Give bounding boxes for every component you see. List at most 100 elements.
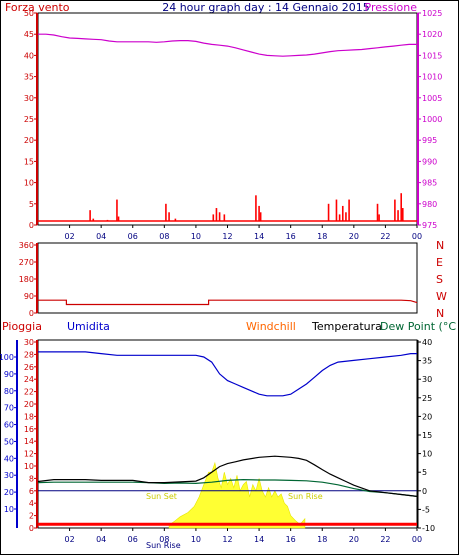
tick-label: 5 (29, 200, 34, 209)
tick-label: 1000 (422, 115, 442, 124)
compass-label: S (436, 273, 443, 286)
x-tick-label: 10 (191, 232, 201, 241)
tick-label: 70 (4, 404, 14, 413)
tick-label: 30 (4, 471, 14, 480)
compass-label: N (436, 307, 444, 320)
annotation-sun-rise-axis: Sun Rise (146, 541, 181, 550)
panel-temp-humidity-rain: Pioggia Umidita Windchill Temperatura De… (0, 320, 456, 550)
tick-label: 990 (422, 157, 437, 166)
tick-label: 20 (4, 488, 14, 497)
tick-label: 25 (422, 394, 432, 403)
pressure-line (38, 33, 417, 57)
x-tick-label: 08 (159, 232, 169, 241)
pressure-label: Pressione (365, 1, 418, 14)
tick-label: 35 (422, 357, 432, 366)
wind-direction-line (38, 299, 418, 306)
windchill-label: Windchill (246, 320, 296, 333)
x-tick-label: 16 (286, 232, 296, 241)
tick-label: 24 (24, 375, 34, 384)
tick-label: 6 (29, 487, 34, 496)
tick-label: 80 (4, 387, 14, 396)
tick-label: 0 (29, 309, 34, 318)
tick-label: 0 (29, 524, 34, 533)
x-tick-label: 08 (159, 535, 169, 544)
tick-label: 20 (24, 400, 34, 409)
temperature-line (37, 455, 418, 497)
temperature-label: Temperatura (311, 320, 382, 333)
tick-label: 1005 (422, 94, 442, 103)
tick-label: 15 (422, 431, 432, 440)
tick-label: 1025 (422, 9, 442, 18)
x-tick-label: 20 (349, 232, 359, 241)
tick-label: 10 (4, 505, 14, 514)
dew-point-line (37, 478, 418, 497)
rain-label: Pioggia (2, 320, 42, 333)
tick-label: 180 (19, 275, 34, 284)
tick-label: 10 (24, 462, 34, 471)
tick-label: 15 (24, 157, 34, 166)
annotation-sun-set: Sun Set (146, 492, 177, 501)
tick-label: 16 (24, 425, 34, 434)
tick-label: 995 (422, 136, 437, 145)
temp-ticks: -10 -5 0 5 10 15 20 25 30 35 40 (418, 338, 435, 533)
annotation-sun-rise: Sun Rise (288, 492, 323, 501)
x-tick-label: 02 (64, 535, 74, 544)
tick-label: 270 (19, 258, 34, 267)
x-tick-label: 18 (317, 535, 327, 544)
page-title: 24 hour graph day : 14 Gennaio 2015 (162, 1, 370, 14)
x-tick-label: 00 (412, 535, 422, 544)
tick-label: 0 (29, 221, 34, 230)
tick-label: 30 (24, 338, 34, 347)
left-ticks-1: 0 5 10 15 20 25 30 35 40 45 50 (24, 9, 37, 230)
tick-label: 28 (24, 350, 34, 359)
wind-speed-label: Forza vento (5, 1, 70, 14)
tick-label: -10 (422, 524, 435, 533)
x-tick-label: 10 (191, 535, 201, 544)
tick-label: 45 (24, 30, 34, 39)
tick-label: 12 (24, 450, 34, 459)
tick-label: 90 (4, 370, 14, 379)
tick-label: 100 (0, 353, 14, 362)
tick-label: 50 (4, 437, 14, 446)
x-tick-label: 12 (222, 535, 232, 544)
x-tick-label: 04 (96, 232, 106, 241)
x-tick-label: 20 (349, 535, 359, 544)
tick-label: 10 (24, 179, 34, 188)
x-tick-label: 14 (254, 535, 264, 544)
x-tick-label: 04 (96, 535, 106, 544)
x-tick-label: 14 (254, 232, 264, 241)
wind-speed-bars (38, 193, 417, 222)
tick-label: 2 (29, 512, 34, 521)
x-tick-label: 00 (412, 232, 422, 241)
tick-label: 20 (24, 136, 34, 145)
right-ticks-1: 975 980 985 990 995 1000 1005 1010 1015 1020 1025 (418, 9, 442, 230)
tick-label: 22 (24, 388, 34, 397)
x-tick-label: 12 (222, 232, 232, 241)
tick-label: 360 (19, 241, 34, 250)
tick-label: 1020 (422, 30, 442, 39)
tick-label: 1010 (422, 73, 442, 82)
tick-label: -5 (422, 505, 430, 514)
x-ticks-3: 02 04 06 08 10 12 14 16 18 20 22 00 (64, 528, 422, 544)
tick-label: 26 (24, 363, 34, 372)
x-tick-label: 22 (380, 232, 390, 241)
compass-label: E (436, 256, 443, 269)
tick-label: 14 (24, 437, 34, 446)
tick-label: 980 (422, 200, 437, 209)
left-ticks-2: 0 90 180 270 360 (19, 241, 37, 318)
humidity-ticks: 10 20 30 40 50 60 70 80 90 100 (0, 353, 17, 514)
humidity-line (38, 351, 417, 397)
tick-label: 30 (422, 375, 432, 384)
x-tick-label: 22 (380, 535, 390, 544)
tick-label: 10 (422, 450, 432, 459)
tick-label: 30 (24, 94, 34, 103)
tick-label: 8 (29, 474, 34, 483)
tick-label: 25 (24, 115, 34, 124)
tick-label: 50 (24, 9, 34, 18)
tick-label: 1015 (422, 51, 442, 60)
tick-label: 975 (422, 221, 437, 230)
tick-label: 985 (422, 179, 437, 188)
tick-label: 18 (24, 412, 34, 421)
